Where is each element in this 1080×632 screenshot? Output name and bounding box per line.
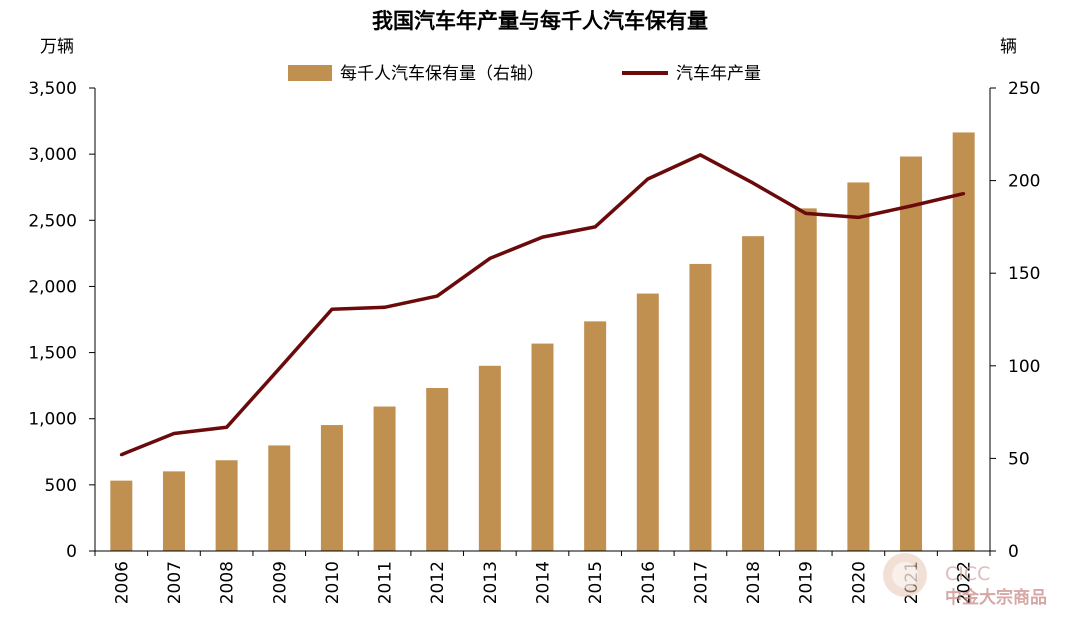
legend: 每千人汽车保有量（右轴） 汽车年产量 <box>288 64 761 84</box>
left-tick-label: 3,000 <box>28 145 77 165</box>
left-tick-label: 1,000 <box>28 410 77 430</box>
bar <box>794 208 817 551</box>
line-point <box>593 225 597 229</box>
left-axis-unit: 万辆 <box>40 37 74 57</box>
line-point <box>751 181 755 185</box>
x-tick-label: 2007 <box>165 561 185 604</box>
axes <box>94 88 991 556</box>
watermark-en: CICC <box>945 563 990 585</box>
right-tick-label: 50 <box>1008 449 1030 469</box>
left-axis-ticks: 0 500 1,000 1,500 2,000 2,500 3,000 3,500 <box>28 79 95 562</box>
right-tick-label: 200 <box>1008 172 1040 192</box>
chart-title: 我国汽车年产量与每千人汽车保有量 <box>372 9 708 33</box>
x-tick-label: 2020 <box>849 561 869 604</box>
bar <box>373 406 396 551</box>
legend-bar-swatch <box>288 65 332 81</box>
x-tick-label: 2013 <box>481 561 501 604</box>
x-tick-label: 2018 <box>744 561 764 604</box>
x-tick-label: 2015 <box>586 561 606 604</box>
legend-bar-label: 每千人汽车保有量（右轴） <box>340 64 544 84</box>
bar <box>110 480 133 551</box>
line-point <box>804 211 808 215</box>
x-axis-labels: 2006 2007 2008 2009 2010 2011 2012 2013 2014 2015… <box>112 561 974 604</box>
line-point <box>172 432 176 436</box>
bar <box>952 132 975 551</box>
x-tick-label: 2006 <box>112 561 132 604</box>
line-point <box>856 215 860 219</box>
bar <box>215 460 238 551</box>
line-point <box>330 307 334 311</box>
x-tick-label: 2011 <box>376 561 396 604</box>
x-tick-label: 2010 <box>323 561 343 604</box>
line-point <box>962 192 966 196</box>
line-point <box>435 294 439 298</box>
bar <box>584 321 607 551</box>
x-tick-label: 2017 <box>691 561 711 604</box>
x-tick-label: 2008 <box>218 561 238 604</box>
right-tick-label: 100 <box>1008 357 1040 377</box>
line-series <box>119 153 966 457</box>
x-tick-label: 2016 <box>639 561 659 604</box>
left-tick-label: 500 <box>45 476 77 496</box>
bar <box>742 236 765 551</box>
bar <box>900 156 923 552</box>
line-point <box>383 305 387 309</box>
line-point <box>909 204 913 208</box>
bar <box>531 343 554 551</box>
right-axis-ticks: 0 50 100 150 200 250 <box>990 79 1040 562</box>
line-point <box>488 256 492 260</box>
bar <box>689 263 712 551</box>
right-tick-label: 250 <box>1008 79 1040 99</box>
left-tick-label: 2,500 <box>28 211 77 231</box>
bar <box>320 425 343 551</box>
left-tick-label: 2,000 <box>28 277 77 297</box>
right-axis-unit: 辆 <box>1000 37 1017 57</box>
x-tick-label: 2019 <box>797 561 817 604</box>
x-tick-label: 2014 <box>534 561 554 604</box>
watermark-logo-inner-icon <box>892 562 918 588</box>
bar <box>268 445 291 551</box>
left-tick-label: 1,500 <box>28 344 77 364</box>
watermark-cn: 中金大宗商品 <box>945 587 1047 608</box>
line-point <box>646 177 650 181</box>
x-tick-label: 2012 <box>428 561 448 604</box>
bar <box>636 293 659 551</box>
line-point <box>225 425 229 429</box>
x-tick-label: 2009 <box>270 561 290 604</box>
left-tick-label: 0 <box>66 542 77 562</box>
right-tick-label: 0 <box>1008 542 1019 562</box>
x-tick-label: 2022 <box>955 561 975 604</box>
line-point <box>277 367 281 371</box>
line-point <box>541 235 544 239</box>
line-point <box>119 453 123 457</box>
line-point <box>698 153 702 157</box>
watermark: CICC 中金大宗商品 <box>883 553 1047 608</box>
legend-line-label: 汽车年产量 <box>676 64 761 84</box>
bar <box>847 182 870 551</box>
bar <box>162 471 185 551</box>
bar <box>478 365 501 551</box>
right-tick-label: 150 <box>1008 264 1040 284</box>
left-tick-label: 3,500 <box>28 79 77 99</box>
bar-series <box>110 132 975 552</box>
bar <box>426 388 449 551</box>
